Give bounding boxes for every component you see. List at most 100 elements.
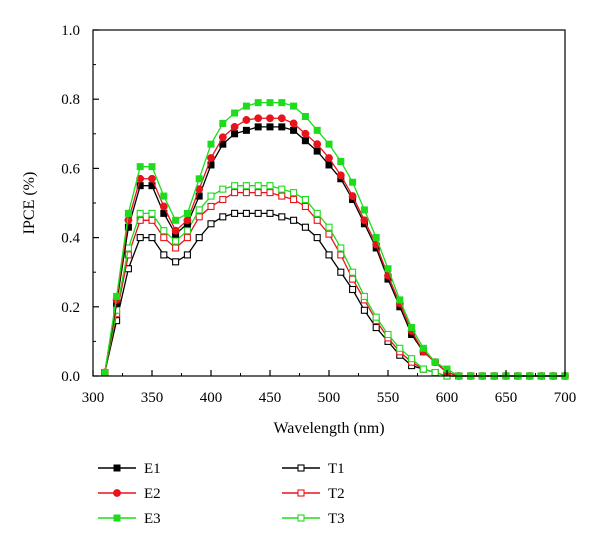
data-point [254,114,263,123]
data-point [207,154,215,162]
data-point [290,216,298,224]
data-point [266,99,274,107]
legend-marker [297,514,305,522]
series-e2 [100,114,569,380]
data-point [325,140,333,148]
data-point [301,129,310,138]
data-point [360,306,368,314]
data-point [231,109,239,117]
data-point [337,244,345,252]
data-point [195,206,203,214]
data-point [242,126,250,134]
legend-label: T3 [328,511,345,527]
data-point [195,175,203,183]
data-point [148,163,156,171]
data-point [290,102,298,110]
y-axis-label: IPCE (%) [21,172,38,235]
data-point [160,227,168,235]
data-point [124,244,132,252]
data-point [207,192,215,200]
data-point [278,185,286,193]
data-point [325,223,333,231]
data-point [160,251,168,259]
data-point [195,213,203,221]
data-point [408,355,416,363]
data-point [124,209,132,217]
data-point [301,202,309,211]
data-point [183,234,191,242]
data-point [113,292,121,300]
data-point [242,189,250,197]
data-point [325,161,333,169]
x-axis-label: Wavelength (nm) [273,420,384,437]
legend-marker [297,489,305,497]
data-point [183,227,191,235]
data-point [148,209,156,217]
data-point [254,189,262,197]
data-point [278,99,286,107]
data-point [160,234,168,242]
data-point [313,209,321,217]
data-point [349,178,357,186]
data-point [242,102,250,110]
legend-label: E2 [144,486,161,502]
data-point [254,182,262,190]
data-point [136,234,144,242]
data-point [231,182,239,190]
data-point [372,313,380,321]
data-point [124,251,132,259]
data-point [231,209,239,217]
series-e3 [101,99,569,380]
x-tick-label: 600 [436,390,459,406]
data-point [266,114,274,123]
legend-marker [113,514,121,522]
data-point [313,140,322,149]
data-point [171,226,180,235]
data-point [219,213,227,221]
data-point [266,182,274,190]
data-point [219,185,227,193]
x-tick-label: 400 [200,390,223,406]
x-tick-label: 350 [141,390,164,406]
data-point [289,119,298,128]
data-point [218,133,227,142]
data-point [254,99,262,107]
legend-entry-t1: T1 [282,461,345,477]
data-point [337,268,345,276]
data-point [360,292,368,300]
data-point [231,130,239,138]
data-point [325,251,333,259]
legend-entry-e3: E3 [98,511,161,527]
data-point [301,223,309,231]
data-point [384,265,392,273]
data-point [207,202,215,211]
legend-label: E3 [144,511,161,527]
data-point [172,216,180,224]
data-point [372,234,380,242]
legend-label: T1 [328,461,345,477]
data-point [313,234,321,242]
x-tick-label: 500 [318,390,341,406]
data-point [266,123,274,131]
data-point [396,296,404,304]
data-point [136,209,144,217]
data-point [231,189,239,197]
data-point [207,140,215,148]
data-point [242,182,250,190]
x-tick-label: 650 [495,390,518,406]
data-point [349,285,357,294]
data-point [219,119,227,127]
x-tick-label: 550 [377,390,400,406]
y-tick-label: 0.4 [61,231,80,247]
legend-label: E1 [144,461,161,477]
data-point [113,306,121,314]
series-line-t3 [104,185,565,377]
data-point [325,154,333,162]
data-point [396,344,404,352]
data-point [148,174,156,183]
data-point [136,163,144,171]
data-point [313,126,321,134]
data-point [301,195,309,204]
y-tick-label: 0.6 [61,161,80,177]
